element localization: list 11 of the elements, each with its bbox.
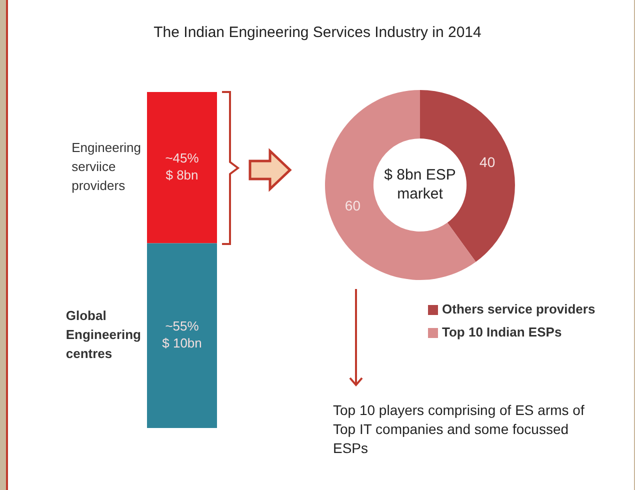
legend-label: Others service providers	[442, 302, 596, 317]
data-label: 40	[480, 154, 496, 170]
legend-label: Top 10 Indian ESPs	[442, 324, 562, 340]
data-label: ~55% $ 10bn	[162, 318, 202, 351]
text: Top 10 players comprising of ES arms of Top IT companies and some focussed ESPs	[333, 402, 584, 456]
series-label: Engineering serviice providers	[72, 140, 142, 194]
data-label: ~45% $ 8bn	[165, 150, 200, 183]
text: $ 8bn ESP market	[384, 166, 456, 203]
text: The Indian Engineering Services Industry in 2014	[152, 24, 482, 41]
series-label: Global Engineering centres	[66, 308, 142, 362]
data-label: 60	[344, 198, 361, 214]
